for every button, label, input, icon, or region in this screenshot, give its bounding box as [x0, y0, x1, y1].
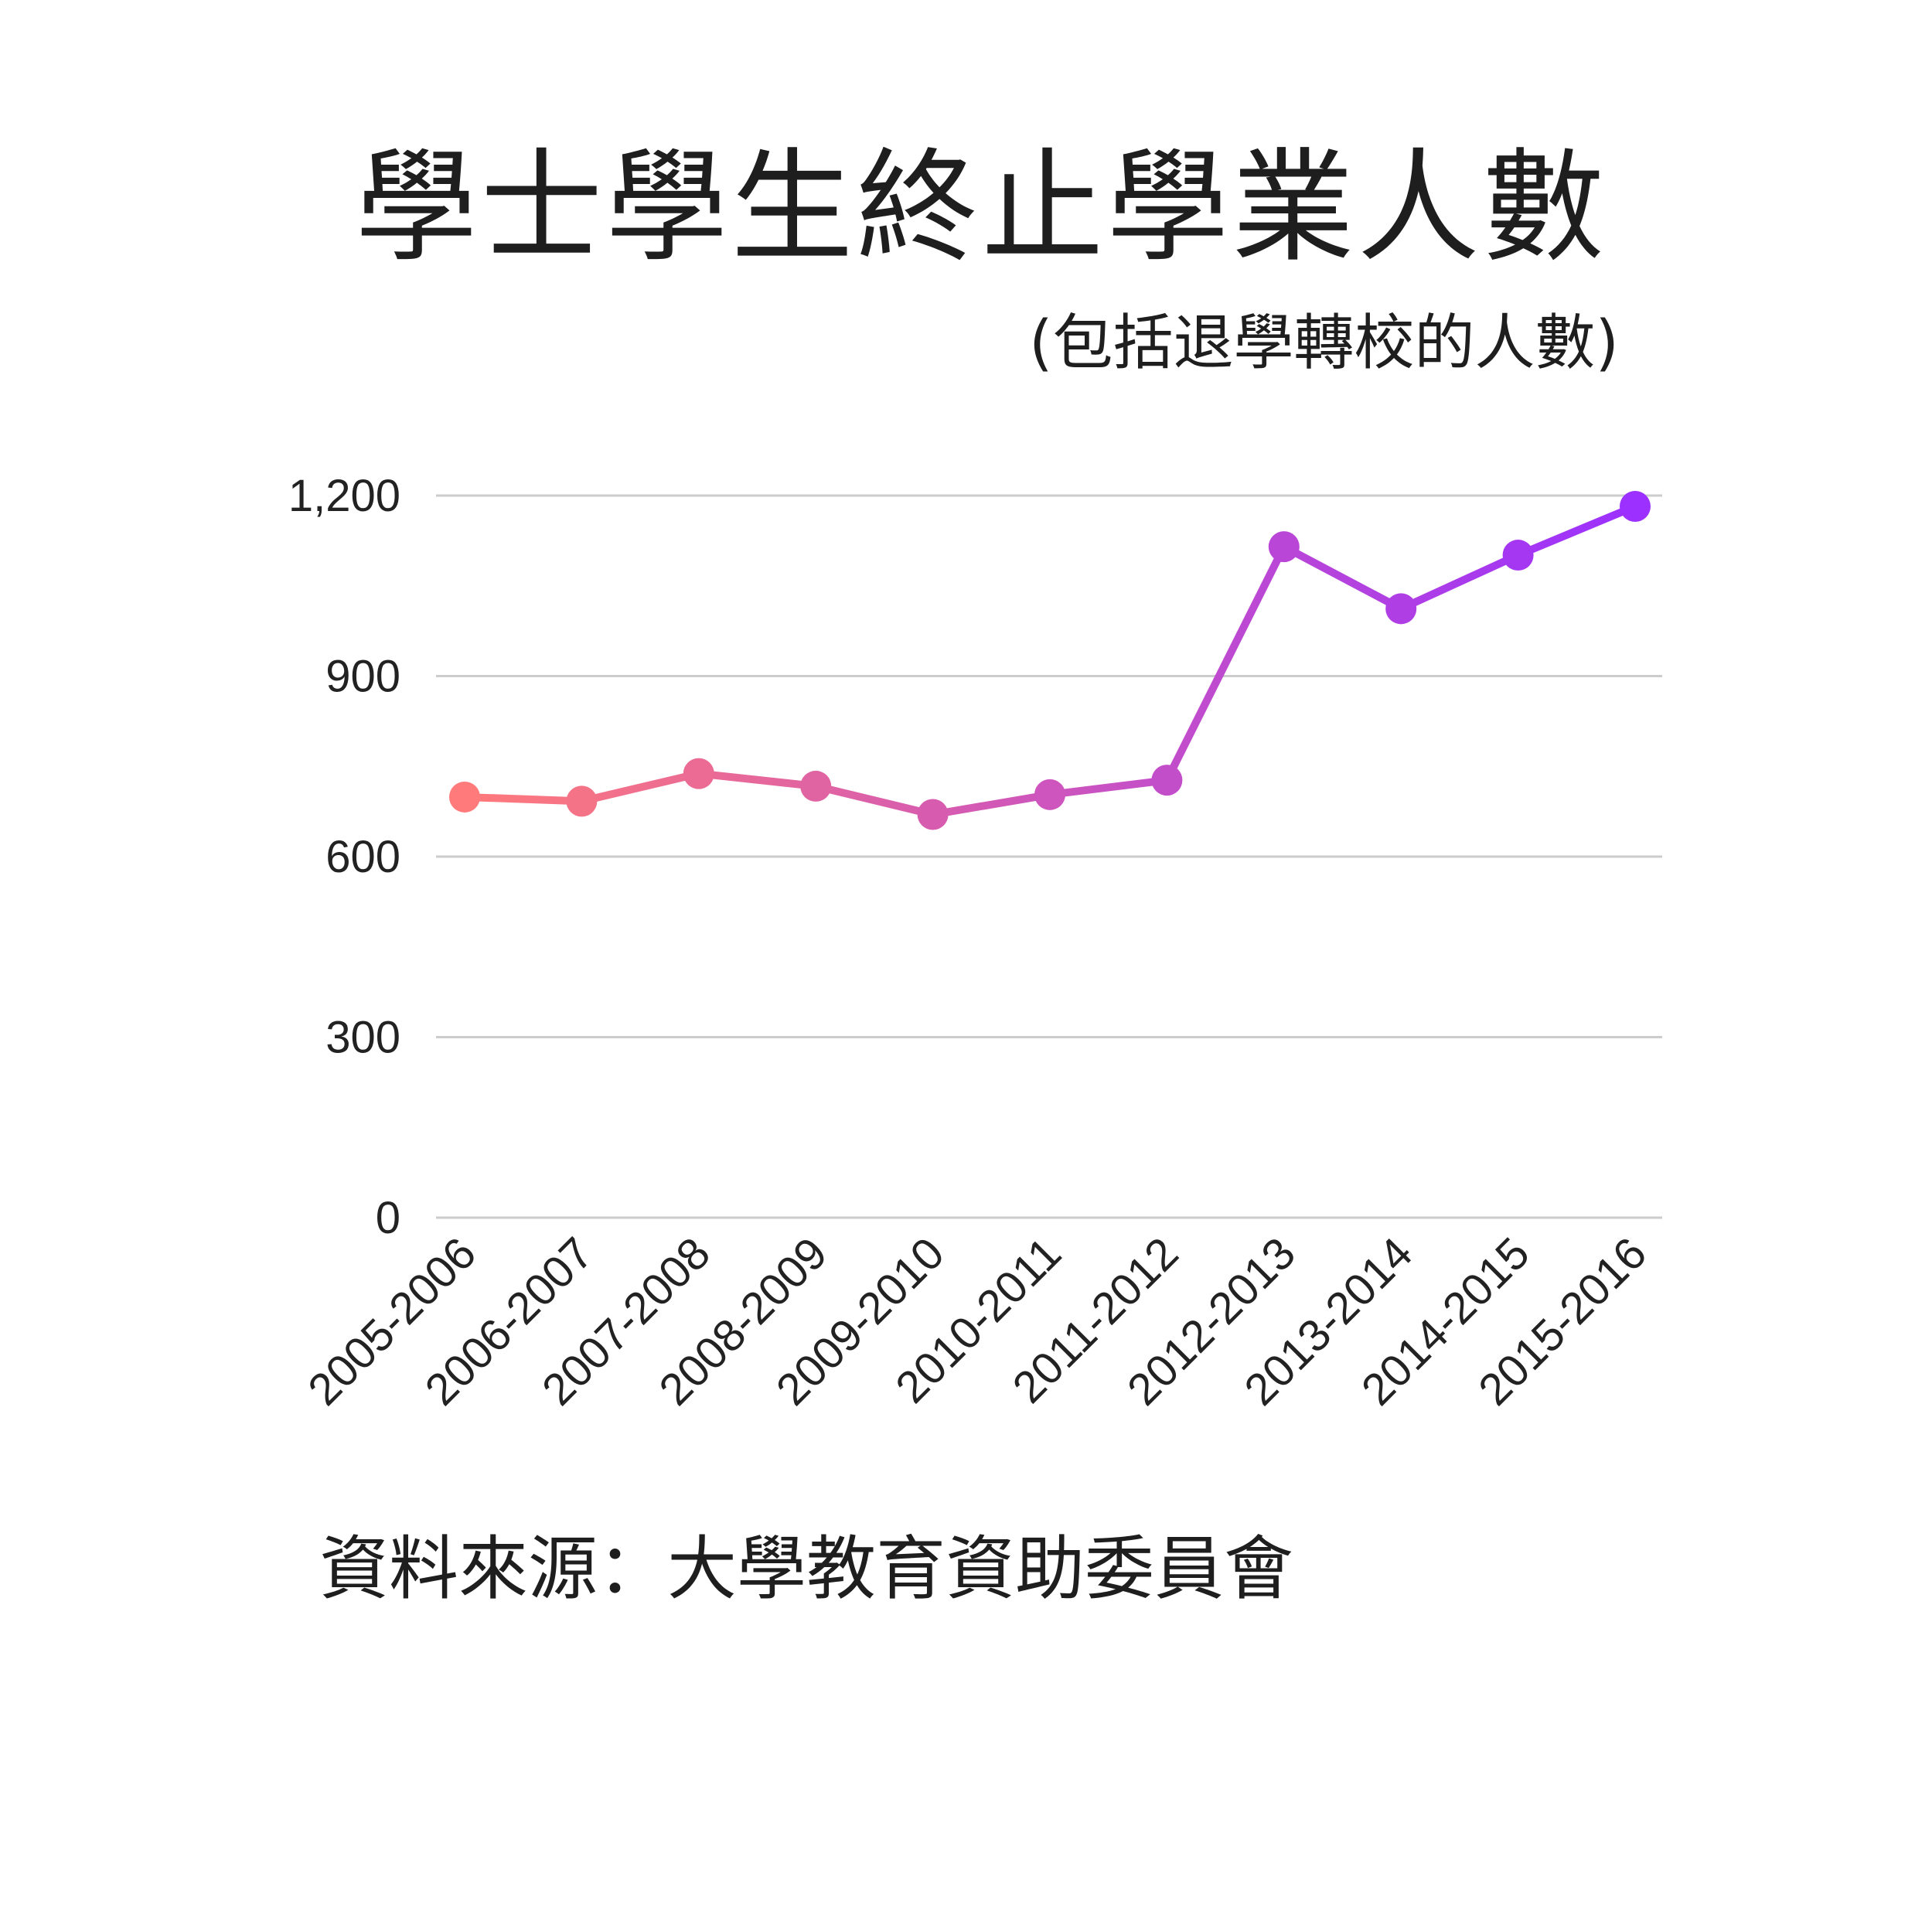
data-point: [1268, 531, 1300, 563]
chart-subtitle: (包括退學轉校的人數): [1029, 308, 1619, 378]
data-point: [1385, 593, 1417, 625]
y-tick-label: 900: [325, 652, 400, 702]
source-note: 資料來源：大學教育資助委員會: [319, 1528, 1293, 1610]
y-tick-label: 600: [325, 832, 400, 882]
chart-title: 學士學生終止學業人數: [355, 137, 1608, 279]
data-point: [1151, 765, 1183, 796]
data-point: [683, 758, 714, 789]
y-tick-label: 1,200: [288, 471, 400, 521]
series-line: [464, 503, 1637, 819]
data-point: [1502, 540, 1534, 571]
data-point: [449, 781, 480, 813]
y-tick-label: 300: [325, 1013, 400, 1063]
data-point: [800, 770, 832, 802]
data-point: [1620, 491, 1651, 523]
data-point: [917, 799, 949, 830]
y-tick-label: 0: [376, 1193, 400, 1243]
data-point: [566, 785, 598, 817]
data-point: [1034, 779, 1065, 810]
